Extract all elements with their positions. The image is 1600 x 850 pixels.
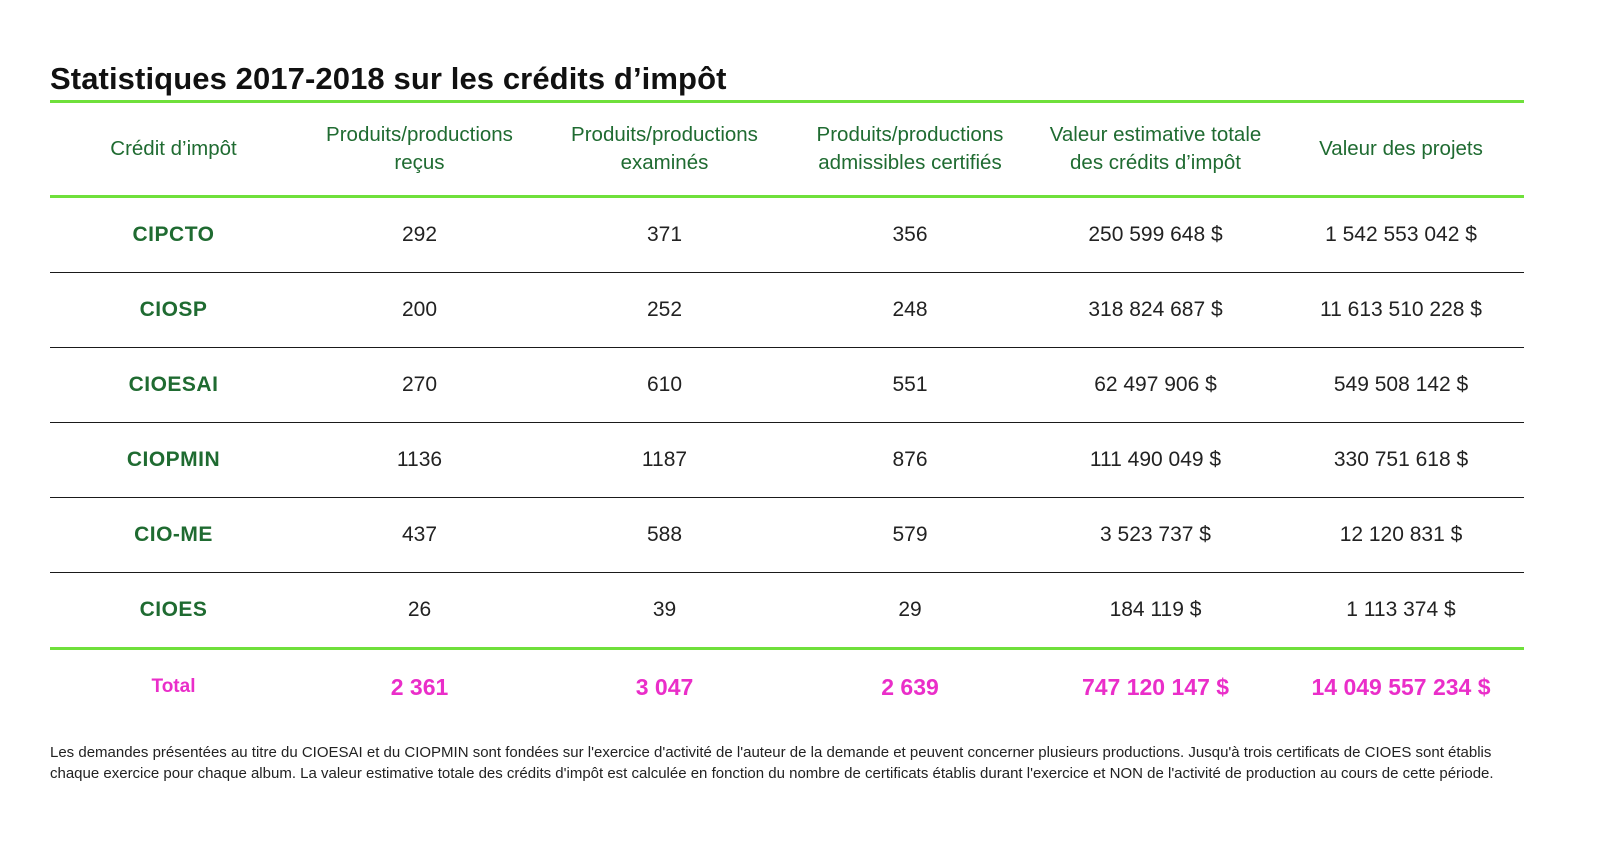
cell-valeur-projets: 549 508 142 $ bbox=[1278, 347, 1524, 423]
cell-valeur-credits: 318 824 687 $ bbox=[1033, 272, 1278, 348]
cell-examines: 1187 bbox=[542, 422, 787, 498]
cell-recus: 200 bbox=[297, 272, 542, 348]
header-recus: Produits/productions reçus bbox=[297, 100, 542, 198]
cell-examines: 252 bbox=[542, 272, 787, 348]
cell-credit: CIOES bbox=[50, 572, 297, 650]
footnote: Les demandes présentées au titre du CIOE… bbox=[50, 744, 1494, 782]
cell-recus: 292 bbox=[297, 196, 542, 273]
cell-credit: CIO-ME bbox=[50, 497, 297, 573]
cell-examines: 610 bbox=[542, 347, 787, 423]
table-row: CIPCTO 292 371 356 250 599 648 $ 1 542 5… bbox=[50, 196, 1524, 273]
cell-valeur-projets: 330 751 618 $ bbox=[1278, 422, 1524, 498]
cell-credit: CIPCTO bbox=[50, 196, 297, 273]
cell-valeur-projets: 1 113 374 $ bbox=[1278, 572, 1524, 650]
table-row: CIOES 26 39 29 184 119 $ 1 113 374 $ bbox=[50, 572, 1524, 650]
cell-certifies: 29 bbox=[787, 572, 1033, 650]
total-certifies: 2 639 bbox=[881, 673, 939, 700]
cell-certifies: 876 bbox=[787, 422, 1033, 498]
table-row: CIOESAI 270 610 551 62 497 906 $ 549 508… bbox=[50, 347, 1524, 423]
cell-certifies: 248 bbox=[787, 272, 1033, 348]
table-header-row: Crédit d’impôt Produits/productions reçu… bbox=[50, 100, 1524, 198]
cell-recus: 26 bbox=[297, 572, 542, 650]
header-certifies: Produits/productions admissibles certifi… bbox=[787, 100, 1033, 198]
cell-recus: 1136 bbox=[297, 422, 542, 498]
cell-valeur-credits: 3 523 737 $ bbox=[1033, 497, 1278, 573]
cell-examines: 371 bbox=[542, 196, 787, 273]
cell-recus: 270 bbox=[297, 347, 542, 423]
cell-valeur-credits: 250 599 648 $ bbox=[1033, 196, 1278, 273]
header-valeur-credits: Valeur estimative totale des crédits d’i… bbox=[1033, 100, 1278, 198]
total-valeur-credits: 747 120 147 $ bbox=[1081, 673, 1230, 700]
cell-certifies: 551 bbox=[787, 347, 1033, 423]
total-examines: 3 047 bbox=[635, 673, 694, 700]
cell-credit: CIOPMIN bbox=[50, 422, 297, 498]
cell-valeur-projets: 11 613 510 228 $ bbox=[1278, 272, 1524, 348]
cell-recus: 437 bbox=[297, 497, 542, 573]
page-title: Statistiques 2017-2018 sur les crédits d… bbox=[50, 60, 727, 96]
table-row: CIOPMIN 1136 1187 876 111 490 049 $ 330 … bbox=[50, 422, 1524, 498]
total-recus: 2 361 bbox=[390, 673, 449, 700]
cell-valeur-projets: 1 542 553 042 $ bbox=[1278, 196, 1524, 273]
tax-credit-stats-table: Crédit d’impôt Produits/productions reçu… bbox=[50, 100, 1524, 724]
cell-examines: 39 bbox=[542, 572, 787, 650]
header-examines: Produits/productions examinés bbox=[542, 100, 787, 198]
cell-credit: CIOSP bbox=[50, 272, 297, 348]
cell-valeur-projets: 12 120 831 $ bbox=[1278, 497, 1524, 573]
cell-valeur-credits: 111 490 049 $ bbox=[1033, 422, 1278, 498]
cell-examines: 588 bbox=[542, 497, 787, 573]
cell-certifies: 579 bbox=[787, 497, 1033, 573]
header-credit: Crédit d’impôt bbox=[50, 100, 297, 198]
header-valeur-projets: Valeur des projets bbox=[1278, 100, 1524, 198]
table-row: CIOSP 200 252 248 318 824 687 $ 11 613 5… bbox=[50, 272, 1524, 348]
cell-valeur-credits: 62 497 906 $ bbox=[1033, 347, 1278, 423]
total-label: Total bbox=[151, 676, 196, 697]
total-row: Total 2 361 3 047 2 639 747 120 147 $ 14… bbox=[50, 649, 1524, 725]
cell-valeur-credits: 184 119 $ bbox=[1033, 572, 1278, 650]
cell-credit: CIOESAI bbox=[50, 347, 297, 423]
total-valeur-projets: 14 049 557 234 $ bbox=[1311, 673, 1491, 700]
table-row: CIO-ME 437 588 579 3 523 737 $ 12 120 83… bbox=[50, 497, 1524, 573]
cell-certifies: 356 bbox=[787, 196, 1033, 273]
